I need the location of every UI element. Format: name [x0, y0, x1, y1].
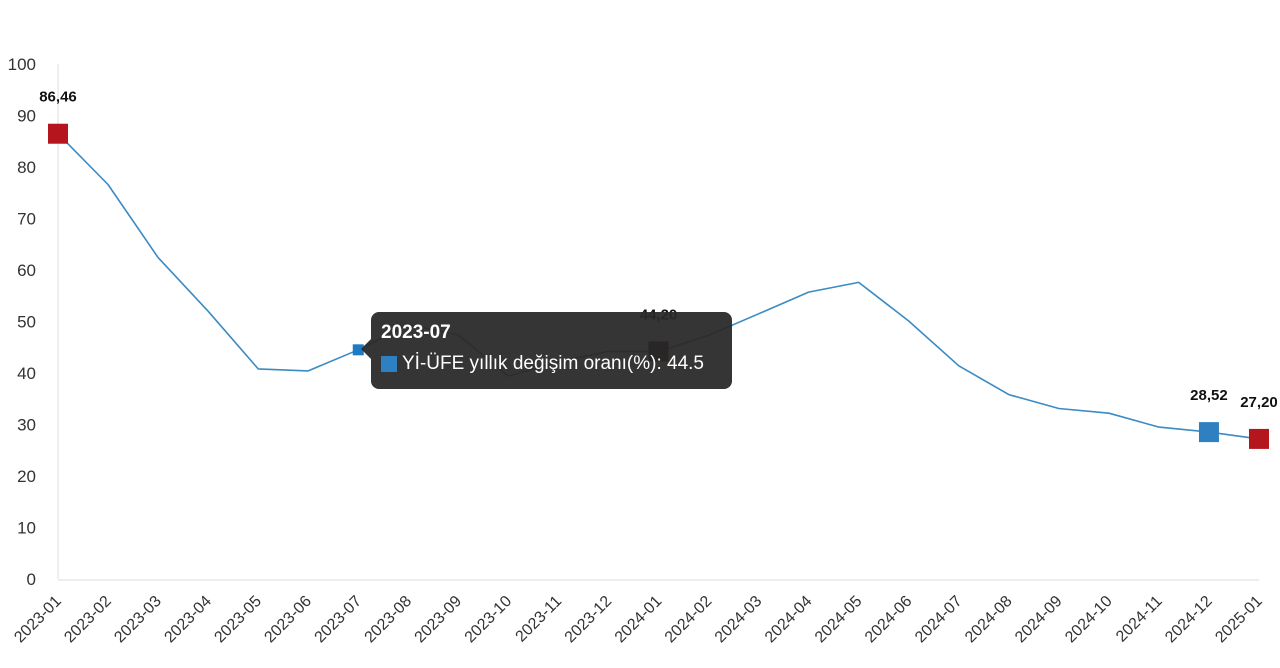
x-tick-label: 2025-01 [1212, 593, 1266, 647]
x-tick-label: 2024-02 [662, 593, 716, 647]
y-tick-label: 40 [17, 364, 36, 383]
series-group [57, 133, 1260, 440]
x-tick-label: 2024-10 [1062, 593, 1116, 647]
x-tick-label: 2024-03 [712, 593, 766, 647]
x-tick-label: 2023-07 [312, 593, 366, 647]
x-tick-label: 2024-07 [912, 593, 966, 647]
x-tick-label: 2023-09 [412, 593, 466, 647]
x-tick-label: 2023-08 [362, 593, 416, 647]
data-label: 27,20 [1240, 394, 1278, 411]
y-tick-label: 60 [17, 261, 36, 280]
chart-tooltip: 2023-07 Yİ-ÜFE yıllık değişim oranı(%): … [361, 312, 732, 389]
tooltip-title: 2023-07 [381, 322, 451, 343]
x-tick-label: 2024-09 [1012, 593, 1066, 647]
y-tick-label: 50 [17, 313, 36, 332]
x-tick-label: 2024-12 [1162, 593, 1216, 647]
tooltip-series-name: Yİ-ÜFE yıllık değişim oranı(%) [402, 353, 657, 374]
x-tick-label: 2023-02 [61, 593, 115, 647]
series-line [57, 133, 1260, 440]
x-tick-label: 2024-04 [762, 593, 816, 647]
tooltip-separator: : [656, 353, 668, 374]
y-tick-label: 20 [17, 467, 36, 486]
y-tick-label: 30 [17, 416, 36, 435]
y-tick-label: 10 [17, 519, 36, 538]
x-tick-label: 2023-04 [161, 593, 215, 647]
data-point-marker[interactable] [1249, 428, 1269, 449]
x-tick-label: 2023-10 [462, 593, 516, 647]
y-tick-label: 70 [17, 210, 36, 229]
x-tick-label: 2023-06 [261, 593, 315, 647]
x-tick-label: 2024-05 [812, 593, 866, 647]
data-label: 86,46 [39, 89, 77, 106]
x-tick-label: 2024-06 [862, 593, 916, 647]
tooltip-value: 44.5 [667, 353, 704, 374]
data-point-marker[interactable] [352, 344, 364, 356]
y-tick-label: 0 [27, 570, 36, 589]
x-tick-label: 2024-01 [612, 593, 666, 647]
y-tick-label: 90 [17, 107, 36, 126]
tooltip-arrow [361, 339, 371, 359]
tooltip-series-swatch [381, 356, 397, 372]
x-tick-label: 2023-03 [111, 593, 165, 647]
x-tick-label: 2024-11 [1113, 593, 1166, 646]
x-axis: 2023-012023-022023-032023-042023-052023-… [11, 579, 1266, 647]
y-axis: 0 10 20 30 40 50 60 70 80 90 100 [8, 55, 59, 589]
x-tick-label: 2023-01 [11, 593, 65, 647]
x-tick-label: 2023-12 [562, 593, 616, 647]
x-tick-label: 2024-08 [962, 593, 1016, 647]
y-tick-label: 100 [8, 55, 36, 74]
x-tick-label: 2023-05 [211, 593, 265, 647]
data-label: 28,52 [1190, 387, 1228, 404]
x-tick-label: 2023-11 [513, 593, 566, 646]
y-tick-label: 80 [17, 158, 36, 177]
marker-group [48, 123, 1269, 449]
tooltip-row: Yİ-ÜFE yıllık değişim oranı(%): 44.5 [381, 352, 722, 376]
data-point-marker[interactable] [1198, 422, 1219, 443]
data-point-marker[interactable] [48, 123, 68, 144]
